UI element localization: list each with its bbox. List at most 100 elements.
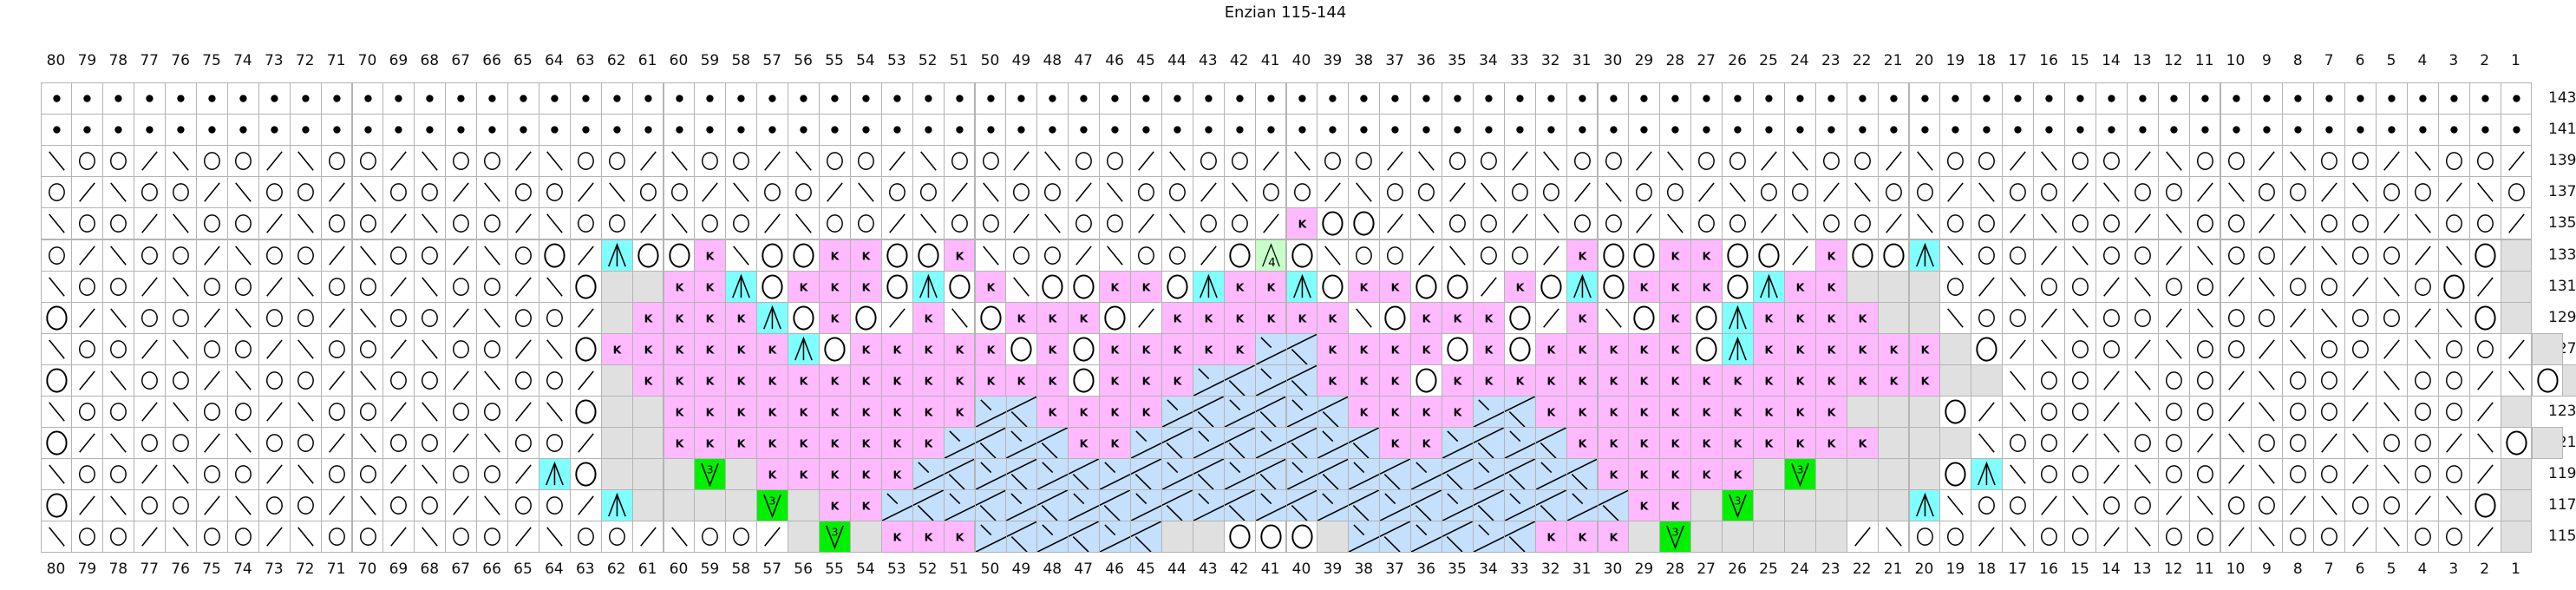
purl-dot-icon [395,126,403,134]
k2tog-slash-cell [1442,176,1474,209]
pink-k-cell: K [1659,489,1692,522]
yarn-over-icon [2445,152,2462,171]
column-number-bottom: 62 [606,560,626,578]
ssk-backslash-icon [2259,370,2276,390]
yarn-over-icon [359,528,376,547]
svg-text:K: K [612,343,622,356]
column-number-top: 48 [1043,52,1062,69]
ssk-backslash-cell [912,207,945,240]
column-number-bottom: 54 [856,560,875,578]
yarn-over-icon [1356,152,1373,171]
purl-dot-icon [1391,95,1399,102]
yarn-over-cell [2251,301,2284,334]
row-number: 141 [2548,121,2576,139]
purl-dot-icon [271,126,278,134]
column-number-top: 19 [1945,52,1965,69]
ssk-backslash-cell [2313,489,2346,522]
svg-text:K: K [1329,311,1338,324]
yarn-over-large-cell [1068,332,1101,365]
svg-text:K: K [892,469,902,482]
ssk-backslash-icon [2259,402,2276,422]
ssk-backslash-cell [788,207,820,240]
yarn-over-icon [1044,183,1062,202]
column-number-top: 68 [420,52,440,69]
k2tog-slash-icon [2415,495,2431,515]
cyan-double-decrease-icon [1729,305,1747,330]
yarn-over-large-cell [40,427,73,460]
k2tog-slash-cell [507,332,539,365]
yarn-over-icon [141,308,159,327]
no-stitch-cell [2500,239,2533,272]
k2tog-slash-icon [2103,276,2120,297]
yarn-over-cell [788,176,820,209]
pink-k-icon: K [1703,469,1712,482]
column-number-bottom: 80 [46,560,66,578]
ssk-backslash-icon [608,182,625,202]
cable-cross-cell [974,521,1038,554]
yarn-over-icon [328,277,345,296]
k2tog-slash-icon [1387,151,1403,171]
purl-dot-cell [414,114,447,147]
k2tog-slash-cell [1971,270,2004,303]
k2tog-slash-cell [196,364,228,397]
pink-k-cell: K [880,364,913,397]
column-number-top: 63 [575,52,595,69]
pink-k-cell: K [1503,270,1536,303]
purl-dot-icon [831,126,839,134]
yarn-over-cell [756,176,789,209]
yarn-over-large-icon [575,399,597,424]
svg-text:K: K [800,405,809,418]
yarn-over-icon [795,183,812,202]
purl-dot-icon [706,95,715,102]
svg-text:K: K [1640,343,1650,356]
pink-k-cell: K [819,458,851,491]
column-number-top: 44 [1167,52,1187,69]
ssk-backslash-cell [2002,521,2035,554]
cable-cross-cell [1068,489,1131,522]
pink-k-cell: K [725,301,758,334]
pink-k-cell: K [1597,427,1630,460]
column-number-top: 67 [451,52,470,69]
ssk-backslash-cell [2033,332,2065,365]
yarn-over-cell [663,176,696,209]
ssk-backslash-cell [2437,239,2470,272]
purl-dot-cell [756,82,789,115]
column-number-bottom: 52 [918,560,938,578]
k2tog-slash-icon [453,495,469,515]
k2tog-slash-cell [134,396,167,429]
ssk-backslash-icon [359,495,376,515]
purl-dot-cell [1846,82,1879,115]
purl-dot-cell [1877,114,1910,147]
k2tog-slash-icon [2010,213,2026,234]
k2tog-slash-icon [79,433,96,453]
pink-k-cell: K [1410,427,1442,460]
yarn-over-cell [2437,332,2470,365]
pink-k-icon: K [1049,374,1058,387]
ssk-backslash-cell [2188,239,2221,272]
yarn-over-cell [2188,270,2221,303]
ssk-backslash-icon [359,308,376,328]
k2tog-slash-cell [2188,427,2221,460]
pink-k-icon: K [1391,436,1401,449]
column-number-top: 79 [77,52,97,69]
yarn-over-cell [196,458,228,491]
purl-dot-icon [2357,126,2364,134]
green-increase-3-icon: 3 [763,495,782,519]
yarn-over-icon [857,214,874,233]
ssk-backslash-cell [476,239,508,272]
pink-k-cell: K [943,521,976,554]
yarn-over-large-icon [1322,211,1344,236]
ssk-backslash-icon [2445,495,2462,515]
yarn-over-cell [2033,270,2065,303]
k2tog-slash-cell [382,332,415,365]
ssk-backslash-cell [1846,176,1879,209]
yarn-over-cell [600,521,633,554]
column-number-top: 66 [482,52,501,69]
yarn-over-cell [538,364,571,397]
yarn-over-icon [390,496,408,515]
yarn-over-large-icon [762,242,783,268]
purl-dot-cell [2095,114,2128,147]
ssk-backslash-cell [351,489,384,522]
yarn-over-icon [141,371,159,390]
k2tog-slash-cell [2095,521,2128,554]
